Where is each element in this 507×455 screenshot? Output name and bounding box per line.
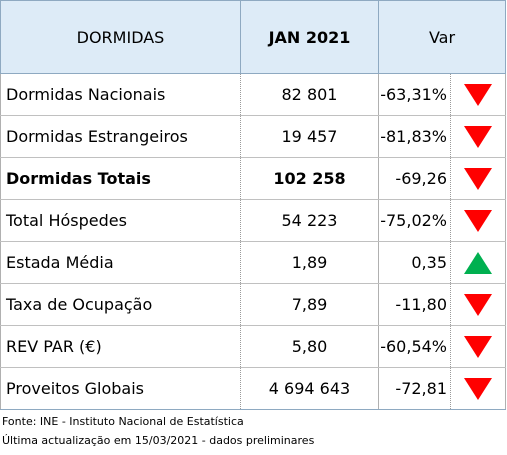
- row-label: Dormidas Totais: [0, 157, 241, 200]
- row-value: 7,89: [240, 283, 379, 326]
- row-label: Proveitos Globais: [0, 367, 241, 410]
- table-row: REV PAR (€) 5,80 -60,54%: [0, 325, 506, 368]
- row-trend: [450, 283, 506, 326]
- table-row: Proveitos Globais 4 694 643 -72,81: [0, 367, 506, 410]
- row-variation: 0,35: [378, 241, 451, 284]
- triangle-down-icon: [464, 377, 492, 400]
- row-variation: -60,54%: [378, 325, 451, 368]
- row-variation: -81,83%: [378, 115, 451, 158]
- table-header-row: DORMIDAS JAN 2021 Var: [0, 0, 506, 74]
- row-variation: -75,02%: [378, 199, 451, 242]
- row-trend: [450, 157, 506, 200]
- row-variation: -63,31%: [378, 73, 451, 116]
- row-variation: -72,81: [378, 367, 451, 410]
- row-label: REV PAR (€): [0, 325, 241, 368]
- row-value: 54 223: [240, 199, 379, 242]
- row-trend: [450, 73, 506, 116]
- header-var: Var: [378, 0, 506, 74]
- header-dormidas: DORMIDAS: [0, 0, 241, 74]
- row-trend: [450, 199, 506, 242]
- row-value: 82 801: [240, 73, 379, 116]
- triangle-up-icon: [464, 251, 492, 274]
- triangle-down-icon: [464, 293, 492, 316]
- row-trend: [450, 241, 506, 284]
- triangle-down-icon: [464, 335, 492, 358]
- row-trend: [450, 325, 506, 368]
- triangle-down-icon: [464, 209, 492, 232]
- table-row: Total Hóspedes 54 223 -75,02%: [0, 199, 506, 242]
- source-note: Fonte: INE - Instituto Nacional de Estat…: [2, 415, 244, 428]
- row-label: Dormidas Estrangeiros: [0, 115, 241, 158]
- row-label: Total Hóspedes: [0, 199, 241, 242]
- row-value: 1,89: [240, 241, 379, 284]
- triangle-down-icon: [464, 125, 492, 148]
- dormidas-table: DORMIDAS JAN 2021 Var Dormidas Nacionais…: [0, 0, 506, 410]
- row-label: Estada Média: [0, 241, 241, 284]
- row-variation: -69,26: [378, 157, 451, 200]
- row-trend: [450, 115, 506, 158]
- table-row: Dormidas Totais 102 258 -69,26: [0, 157, 506, 200]
- table-row: Dormidas Nacionais 82 801 -63,31%: [0, 73, 506, 116]
- table-row: Estada Média 1,89 0,35: [0, 241, 506, 284]
- triangle-down-icon: [464, 83, 492, 106]
- row-variation: -11,80: [378, 283, 451, 326]
- table-row: Taxa de Ocupação 7,89 -11,80: [0, 283, 506, 326]
- row-trend: [450, 367, 506, 410]
- row-label: Dormidas Nacionais: [0, 73, 241, 116]
- table-body: Dormidas Nacionais 82 801 -63,31% Dormidas …: [0, 73, 506, 410]
- table-row: Dormidas Estrangeiros 19 457 -81,83%: [0, 115, 506, 158]
- row-value: 5,80: [240, 325, 379, 368]
- triangle-down-icon: [464, 167, 492, 190]
- row-label: Taxa de Ocupação: [0, 283, 241, 326]
- update-note: Última actualização em 15/03/2021 - dado…: [2, 434, 315, 447]
- row-value: 102 258: [240, 157, 379, 200]
- row-value: 19 457: [240, 115, 379, 158]
- header-period: JAN 2021: [240, 0, 379, 74]
- row-value: 4 694 643: [240, 367, 379, 410]
